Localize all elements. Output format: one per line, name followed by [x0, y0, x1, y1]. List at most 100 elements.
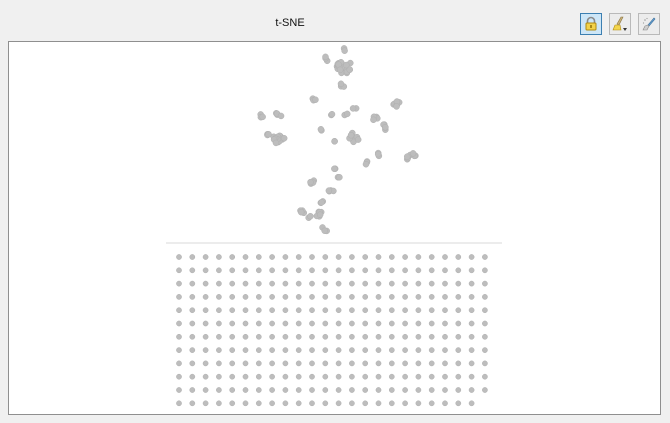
- scatter-point: [375, 333, 382, 340]
- scatter-point: [375, 280, 382, 287]
- scatter-point: [388, 307, 395, 314]
- scatter-point: [335, 254, 342, 260]
- scatter-plot[interactable]: [9, 42, 660, 414]
- scatter-point: [442, 333, 448, 340]
- scatter-point: [468, 320, 475, 327]
- scatter-point: [269, 254, 275, 260]
- scatter-point: [362, 254, 369, 260]
- scatter-point: [255, 347, 262, 353]
- scatter-point: [255, 320, 262, 327]
- scatter-point: [295, 294, 302, 300]
- scatter-point: [468, 254, 475, 260]
- lock-button[interactable]: [580, 13, 602, 35]
- scatter-point: [229, 320, 236, 327]
- scatter-point: [297, 208, 305, 216]
- scatter-point: [321, 227, 328, 235]
- scatter-point: [269, 280, 275, 287]
- scatter-point: [428, 320, 435, 327]
- scatter-point: [362, 307, 369, 314]
- scatter-point: [269, 347, 275, 353]
- scatter-point: [388, 387, 395, 393]
- scatter-point: [415, 333, 422, 340]
- window-title: t-SNE: [275, 17, 305, 29]
- scatter-point: [442, 254, 448, 260]
- scatter-point: [322, 320, 329, 327]
- scatter-point: [335, 387, 342, 393]
- scatter-point: [242, 400, 249, 407]
- scatter-point: [309, 294, 315, 300]
- scatter-point: [442, 320, 448, 327]
- scatter-point: [216, 280, 222, 287]
- scatter-point: [415, 360, 422, 367]
- scatter-point: [322, 254, 329, 260]
- erase-button[interactable]: [638, 13, 660, 35]
- scatter-point: [255, 387, 262, 393]
- brush-button[interactable]: [609, 13, 631, 35]
- scatter-point: [295, 373, 302, 380]
- scatter-point: [442, 400, 448, 407]
- scatter-point: [307, 212, 314, 220]
- scatter-point: [349, 294, 355, 300]
- scatter-point: [202, 267, 209, 274]
- scatter-point: [482, 373, 488, 380]
- scatter-point: [242, 387, 249, 393]
- scatter-point: [282, 387, 289, 393]
- scatter-point: [482, 387, 488, 393]
- scatter-point: [388, 373, 395, 380]
- scatter-point: [255, 360, 262, 367]
- scatter-point: [328, 110, 336, 118]
- scatter-point: [428, 307, 435, 314]
- scatter-point: [282, 347, 289, 353]
- scatter-point: [189, 333, 196, 340]
- scatter-point: [388, 333, 395, 340]
- scatter-point: [255, 373, 262, 380]
- scatter-point: [415, 280, 422, 287]
- scatter-point: [229, 294, 236, 300]
- scatter-point: [322, 294, 329, 300]
- scatter-point: [335, 347, 342, 353]
- scatter-point: [455, 294, 462, 300]
- scatter-point: [295, 254, 302, 260]
- scatter-point: [189, 347, 196, 353]
- scatter-point: [402, 254, 408, 260]
- scatter-point: [282, 280, 289, 287]
- scatter-point: [176, 373, 182, 380]
- scatter-point: [343, 61, 350, 69]
- scatter-point: [375, 307, 382, 314]
- scatter-point: [176, 307, 182, 314]
- scatter-point: [216, 347, 222, 353]
- scatter-point: [176, 387, 182, 393]
- scatter-point: [455, 307, 462, 314]
- scatter-point: [415, 254, 422, 260]
- scatter-point: [282, 400, 289, 407]
- scatter-point: [229, 280, 236, 287]
- scatter-point: [202, 373, 209, 380]
- scatter-point: [393, 103, 400, 110]
- scatter-point: [269, 294, 275, 300]
- scatter-point: [255, 267, 262, 274]
- scatter-point: [455, 373, 462, 380]
- scatter-point: [428, 360, 435, 367]
- scatter-point: [309, 347, 315, 353]
- scatter-point: [455, 347, 462, 353]
- scatter-point: [409, 150, 417, 157]
- scatter-point: [255, 294, 262, 300]
- scatter-point: [277, 112, 285, 120]
- scatter-point: [202, 254, 209, 260]
- scatter-point: [331, 138, 338, 145]
- scatter-point: [189, 280, 196, 287]
- scatter-plot-area[interactable]: [8, 41, 661, 415]
- scatter-point: [349, 400, 355, 407]
- scatter-point: [335, 400, 342, 407]
- scatter-point: [331, 165, 338, 173]
- scatter-point: [388, 400, 395, 407]
- scatter-point: [442, 360, 448, 367]
- scatter-point: [482, 267, 488, 274]
- scatter-point: [309, 373, 315, 380]
- scatter-point: [362, 320, 369, 327]
- scatter-point: [202, 280, 209, 287]
- toolbar: [580, 13, 660, 35]
- scatter-point: [202, 387, 209, 393]
- scatter-point: [282, 360, 289, 367]
